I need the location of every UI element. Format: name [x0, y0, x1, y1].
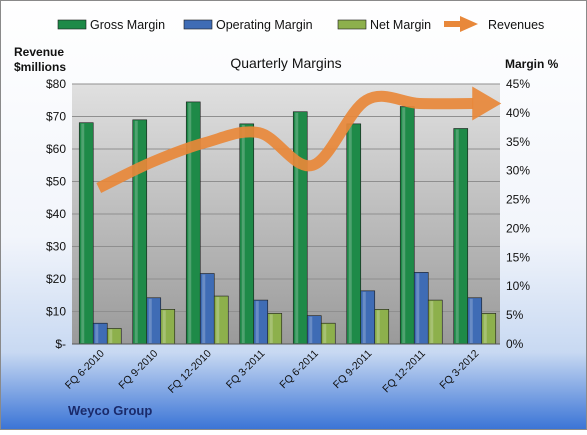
right-tick-label: 35%: [506, 135, 530, 149]
legend-label-revenues: Revenues: [488, 18, 544, 32]
legend-label-net-margin: Net Margin: [370, 18, 431, 32]
bar-highlight: [348, 124, 352, 343]
left-tick-label: $80: [46, 77, 66, 91]
bar-highlight: [148, 298, 152, 343]
bar-highlight: [269, 314, 273, 343]
left-tick-label: $20: [46, 272, 66, 286]
bar-highlight: [216, 297, 220, 343]
right-tick-label: 5%: [506, 308, 524, 322]
left-axis-label-line2: $millions: [14, 60, 66, 74]
right-tick-label: 20%: [506, 221, 530, 235]
right-tick-label: 30%: [506, 164, 530, 178]
bar-highlight: [455, 129, 459, 343]
right-tick-label: 0%: [506, 337, 524, 351]
legend-label-operating-margin: Operating Margin: [216, 18, 313, 32]
bar-highlight: [95, 324, 99, 343]
left-tick-label: $-: [55, 337, 66, 351]
revenue-line-path: [96, 90, 474, 193]
right-axis-label: Margin %: [505, 57, 559, 71]
right-tick-label: 10%: [506, 279, 530, 293]
revenue-line: [96, 86, 502, 193]
bar-highlight: [430, 301, 434, 343]
bar-highlight: [323, 324, 327, 343]
legend-label-gross-margin: Gross Margin: [90, 18, 165, 32]
legend-swatch-gross-margin: [57, 19, 87, 30]
bar-highlight: [188, 102, 192, 344]
bar-highlight: [81, 123, 85, 343]
legend-swatch-net-margin: [337, 19, 367, 30]
right-tick-label: 45%: [506, 77, 530, 91]
legend: Gross Margin Operating Margin Net Margin Re…: [57, 16, 544, 32]
bar-highlight: [162, 310, 166, 343]
right-tick-label: 40%: [506, 106, 530, 120]
left-axis-ticks: $- $10 $20 $30 $40 $50 $60 $70 $80: [46, 77, 66, 351]
revenue-line-arrowhead: [472, 86, 502, 121]
right-tick-label: 25%: [506, 193, 530, 207]
left-tick-label: $30: [46, 240, 66, 254]
bar-highlight: [109, 329, 113, 343]
right-tick-label: 15%: [506, 250, 530, 264]
bar-highlight: [255, 301, 259, 343]
bar-marks: [78, 101, 497, 345]
left-tick-label: $40: [46, 207, 66, 221]
left-tick-label: $70: [46, 110, 66, 124]
legend-swatch-revenues-arrow: [460, 16, 478, 32]
left-tick-label: $50: [46, 175, 66, 189]
left-tick-label: $10: [46, 305, 66, 319]
bar-highlight: [295, 112, 299, 343]
bar-highlight: [241, 124, 245, 343]
footer-label: Weyco Group: [68, 403, 152, 418]
left-tick-label: $60: [46, 142, 66, 156]
left-axis-label-line1: Revenue: [14, 45, 64, 59]
chart-title: Quarterly Margins: [230, 55, 341, 71]
bar-highlight: [416, 273, 420, 343]
bar-highlight: [134, 120, 138, 343]
bar-highlight: [483, 314, 487, 343]
bar-highlight: [202, 274, 206, 343]
legend-swatch-operating-margin: [183, 19, 213, 30]
bar-highlight: [376, 310, 380, 343]
bar-highlight: [469, 298, 473, 343]
bar-highlight: [309, 316, 313, 343]
bar-highlight: [362, 291, 366, 343]
right-axis-ticks: 0% 5% 10% 15% 20% 25% 30% 35% 40% 45%: [506, 77, 530, 351]
bar-highlight: [402, 107, 406, 344]
